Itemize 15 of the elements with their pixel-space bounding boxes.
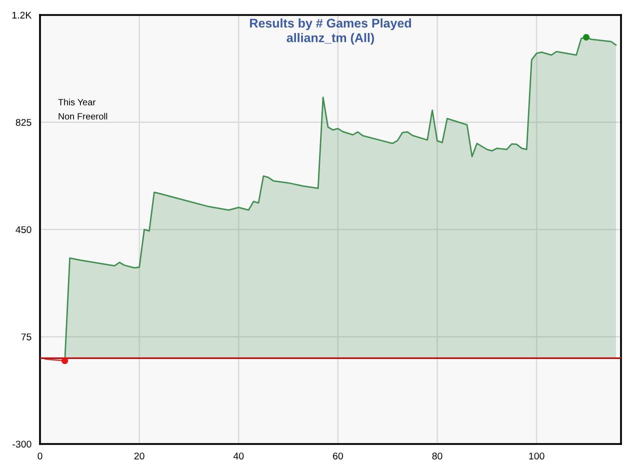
x-tick-label: 80: [432, 452, 442, 460]
x-tick-label: 0: [38, 452, 42, 460]
y-tick-label: 1.2K: [12, 12, 32, 19]
y-tick-label: 75: [21, 334, 32, 340]
chart-title: Results by # Games Played: [250, 18, 411, 30]
y-tick-label: 825: [16, 118, 32, 126]
y-tick-label: -300: [12, 440, 32, 448]
annotation: This Year: [58, 98, 96, 106]
text: allianz_tm (All): [286, 33, 374, 45]
x-tick-label: 20: [134, 452, 144, 460]
x-tick-label: 60: [333, 452, 343, 460]
annotation: Non Freeroll: [58, 112, 108, 120]
x-tick-label: 40: [233, 452, 244, 460]
x-tick-label: 100: [529, 452, 544, 460]
y-tick-label: 450: [16, 226, 32, 234]
